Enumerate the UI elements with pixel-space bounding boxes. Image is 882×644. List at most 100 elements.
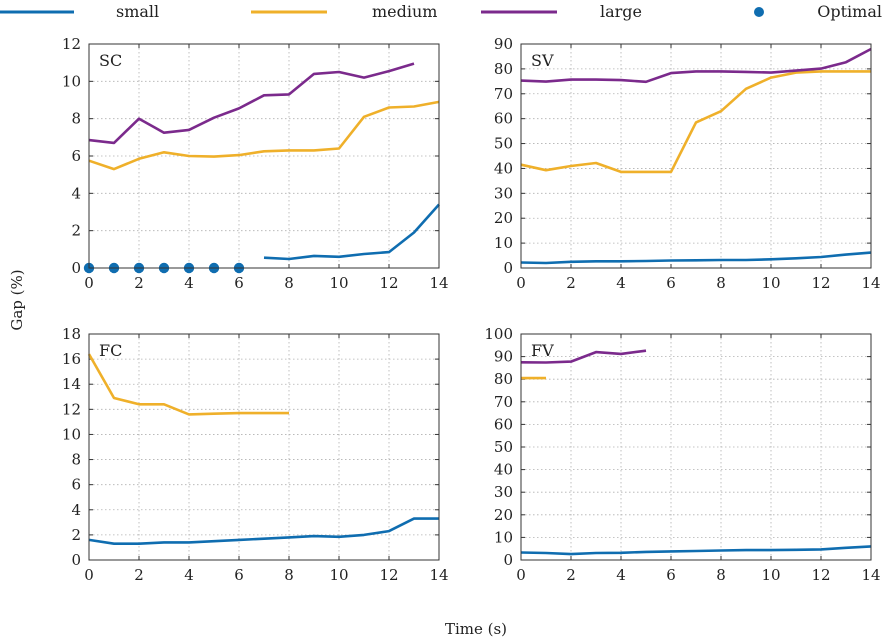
x-tick-label: 8 <box>284 566 294 584</box>
x-tick-label: 10 <box>761 274 780 292</box>
y-tick-label: 60 <box>494 415 513 433</box>
y-tick-label: 40 <box>494 461 513 479</box>
y-tick-label: 60 <box>494 110 513 128</box>
series-line-small <box>263 203 440 261</box>
panel-title: FC <box>99 341 122 360</box>
y-tick-label: 30 <box>494 483 513 501</box>
y-axis-label: Gap (%) <box>8 269 26 330</box>
y-tick-label: 12 <box>62 400 81 418</box>
x-tick-label: 8 <box>716 274 726 292</box>
y-tick-label: 80 <box>494 60 513 78</box>
ticks: 0 2 4 6 8 10 12 14 0 10 20 30 40 50 60 70 80 90 <box>494 35 881 292</box>
x-tick-label: 0 <box>84 566 94 584</box>
y-tick-label: 50 <box>494 135 513 153</box>
x-tick-label: 12 <box>379 274 398 292</box>
y-tick-label: 10 <box>62 72 81 90</box>
x-tick-label: 12 <box>811 566 830 584</box>
gridlines <box>89 44 439 268</box>
y-tick-label: 50 <box>494 438 513 456</box>
x-tick-label: 14 <box>861 566 880 584</box>
series-line-large <box>520 349 647 364</box>
x-tick-label: 10 <box>329 566 348 584</box>
y-tick-label: 16 <box>62 350 81 368</box>
x-axis-label: Time (s) <box>445 620 507 638</box>
y-tick-label: 40 <box>494 159 513 177</box>
x-tick-label: 14 <box>429 566 448 584</box>
y-tick-label: 12 <box>62 35 81 53</box>
y-tick-label: 10 <box>62 425 81 443</box>
y-tick-label: 90 <box>494 348 513 366</box>
x-tick-label: 6 <box>666 566 676 584</box>
series-line-small <box>520 545 872 556</box>
y-tick-label: 18 <box>62 325 81 343</box>
legend-label-small: small <box>116 2 159 21</box>
panel-sc: 0 2 4 6 8 10 12 14 0 2 4 6 8 10 12 SC <box>62 35 449 292</box>
x-tick-label: 0 <box>516 274 526 292</box>
x-tick-label: 10 <box>329 274 348 292</box>
x-tick-label: 4 <box>184 274 194 292</box>
x-tick-label: 2 <box>134 274 144 292</box>
y-tick-label: 70 <box>494 85 513 103</box>
gridlines <box>89 334 439 560</box>
x-tick-label: 14 <box>861 274 880 292</box>
panel-fv: 0 2 4 6 8 10 12 14 0 10 20 30 40 50 60 70 80 90 100 FV <box>484 325 880 584</box>
y-tick-label: 30 <box>494 184 513 202</box>
y-tick-label: 14 <box>62 375 81 393</box>
x-tick-label: 8 <box>284 274 294 292</box>
y-tick-label: 6 <box>71 476 81 494</box>
legend-label-optimal: Optimal <box>817 2 882 21</box>
x-tick-label: 4 <box>616 566 626 584</box>
x-tick-label: 12 <box>379 566 398 584</box>
y-tick-label: 8 <box>71 451 81 469</box>
x-tick-label: 2 <box>566 274 576 292</box>
x-tick-label: 4 <box>616 274 626 292</box>
legend-label-large: large <box>600 2 642 21</box>
panel-title: FV <box>531 341 554 360</box>
plot-frame <box>520 43 872 269</box>
series-line-large <box>520 47 872 84</box>
y-tick-label: 8 <box>71 110 81 128</box>
x-tick-label: 6 <box>666 274 676 292</box>
ticks: 0 2 4 6 8 10 12 14 0 2 4 6 8 10 12 14 16 18 <box>62 325 449 584</box>
panel-sv: 0 2 4 6 8 10 12 14 0 10 20 30 40 50 60 70 80 90 SV <box>494 35 881 292</box>
y-tick-label: 80 <box>494 370 513 388</box>
panel-fc: 0 2 4 6 8 10 12 14 0 2 4 6 8 10 12 14 16 18 FC <box>62 325 449 584</box>
panel-title: SC <box>99 51 122 70</box>
x-tick-label: 8 <box>716 566 726 584</box>
y-tick-label: 90 <box>494 35 513 53</box>
x-tick-label: 4 <box>184 566 194 584</box>
plot-frame <box>88 43 440 269</box>
plot-frame <box>88 333 440 561</box>
y-tick-label: 2 <box>71 222 81 240</box>
ticks: 0 2 4 6 8 10 12 14 0 2 4 6 8 10 12 <box>62 35 449 292</box>
series-line-small <box>520 251 872 265</box>
y-tick-label: 6 <box>71 147 81 165</box>
series-line-small <box>88 517 439 546</box>
y-tick-label: 4 <box>71 501 81 519</box>
x-tick-label: 6 <box>234 566 244 584</box>
y-tick-label: 0 <box>71 551 81 569</box>
x-tick-label: 2 <box>134 566 144 584</box>
x-tick-label: 2 <box>566 566 576 584</box>
y-tick-label: 100 <box>484 325 513 343</box>
series-line-large <box>88 62 415 145</box>
series-line-medium <box>87 353 289 416</box>
y-tick-label: 0 <box>71 259 81 277</box>
gridlines <box>521 44 871 268</box>
y-tick-label: 0 <box>503 551 513 569</box>
x-tick-label: 0 <box>84 274 94 292</box>
y-tick-label: 10 <box>494 234 513 252</box>
y-tick-label: 70 <box>494 393 513 411</box>
legend-label-medium: medium <box>372 2 437 21</box>
legend: small medium large Optimal <box>0 2 882 21</box>
y-tick-label: 20 <box>494 209 513 227</box>
x-tick-label: 14 <box>429 274 448 292</box>
x-tick-label: 6 <box>234 274 244 292</box>
panel-title: SV <box>531 51 554 70</box>
x-tick-label: 10 <box>761 566 780 584</box>
plot-frame <box>520 333 872 561</box>
gridlines <box>521 334 871 560</box>
x-tick-label: 0 <box>516 566 526 584</box>
